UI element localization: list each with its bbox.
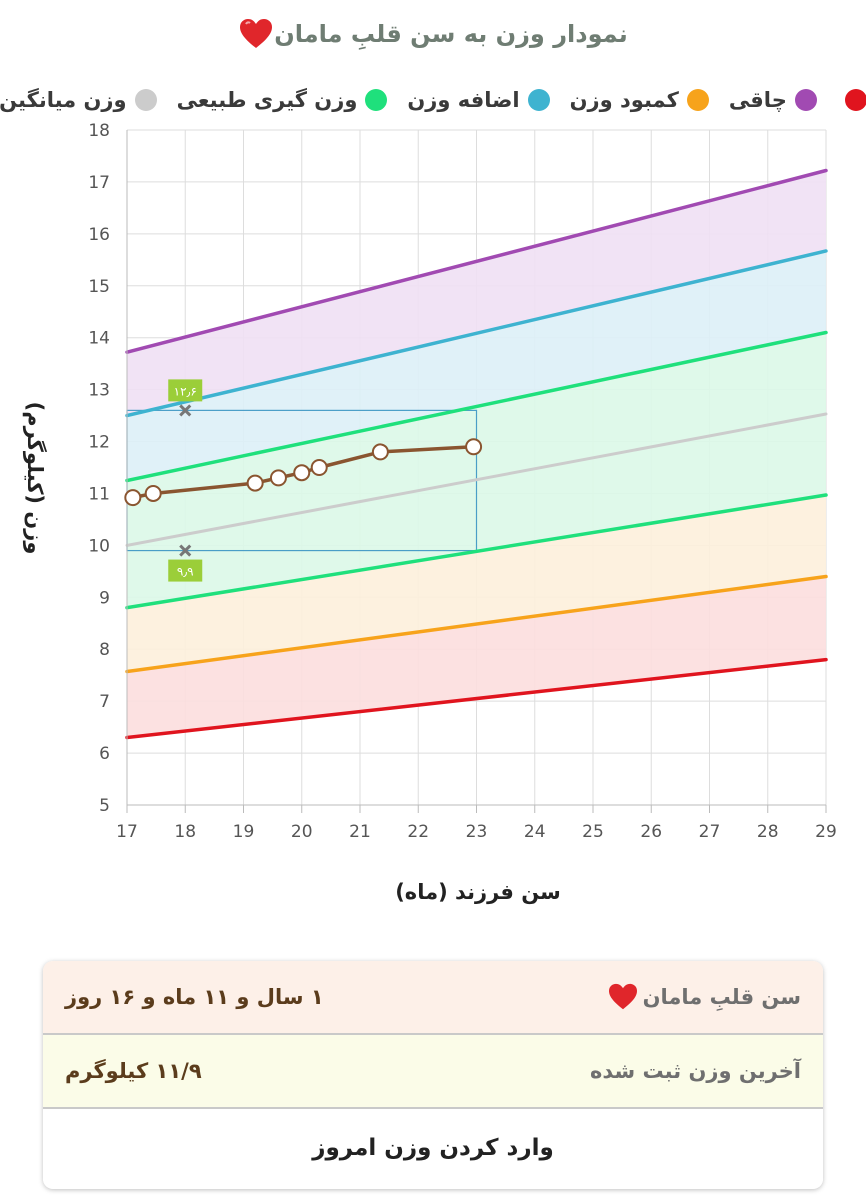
underweight-line — [125, 574, 828, 674]
obese-line — [125, 168, 828, 354]
child-weight-line — [132, 444, 474, 500]
x-marker-icon — [179, 544, 192, 557]
x-tick-label: 18 — [174, 822, 196, 842]
y-axis-title: وزن (کیلوگرم) — [23, 401, 47, 555]
x-tick-label: 24 — [524, 822, 546, 842]
legend-label: اضافه وزن — [407, 88, 520, 112]
last-weight-row: آخرین وزن ثبت شده ۱۱/۹ کیلوگرم — [43, 1035, 823, 1109]
average-line — [125, 412, 828, 547]
x-tick-label: 27 — [699, 822, 721, 842]
child-weight-point — [465, 438, 483, 456]
marker-label: ۱۲٫۶ — [174, 384, 197, 398]
heart-icon — [608, 983, 637, 1010]
x-tick-label: 29 — [815, 822, 837, 842]
x-tick-label: 25 — [582, 822, 604, 842]
age-row: سن قلبِ مامان ۱ سال و ۱۱ ماه و ۱۶ روز — [43, 961, 823, 1035]
y-tick-label: 15 — [88, 277, 110, 297]
y-tick-label: 13 — [88, 381, 110, 401]
age-label: سن قلبِ مامان — [642, 985, 801, 1009]
heart-icon — [240, 19, 273, 48]
band-overweight — [127, 250, 826, 481]
legend-item-underweight[interactable]: کمبود وزن — [570, 88, 709, 112]
blue-dot-icon — [527, 89, 550, 111]
x-tick-label: 28 — [757, 822, 779, 842]
x-tick-label: 23 — [466, 822, 488, 842]
marker-label: ۹٫۹ — [177, 565, 194, 579]
weight-chart: 5 6 7 8 9 10 11 12 13 14 15 16 17 18 17 18 19 20 21 22 23 24 2… — [88, 121, 837, 842]
child-weight-point — [124, 489, 142, 507]
x-tick-label: 19 — [233, 822, 255, 842]
legend-label: وزن گیری طبیعی — [176, 88, 358, 112]
normal-upper-line — [125, 330, 828, 483]
info-card: سن قلبِ مامان ۱ سال و ۱۱ ماه و ۱۶ روز آخ… — [43, 961, 823, 1189]
y-tick-label: 17 — [88, 173, 110, 193]
y-tick-label: 10 — [88, 536, 110, 556]
y-tick-label: 6 — [99, 744, 110, 764]
band-obese — [127, 170, 826, 416]
legend-item-average[interactable]: وزن میانگین — [0, 88, 157, 112]
y-tick-label: 8 — [99, 640, 110, 660]
normal-lower-line — [125, 493, 828, 610]
band-underweight — [127, 495, 826, 672]
y-tick-label: 16 — [88, 225, 110, 245]
y-tick-label: 11 — [88, 484, 110, 504]
red-dot-icon — [844, 89, 866, 111]
legend-label: چاقی — [728, 88, 787, 112]
child-weight-point — [371, 443, 389, 461]
legend-label: کمبود وزن — [569, 88, 679, 112]
chart-legend: چاقی کمبود وزن اضافه وزن وزن گیری طبیعی … — [0, 80, 866, 120]
y-tick-label: 7 — [99, 692, 110, 712]
child-weight-point — [144, 484, 162, 502]
last-weight-value: ۱۱/۹ کیلوگرم — [65, 1059, 202, 1083]
x-tick-label: 20 — [291, 822, 313, 842]
marker-tag — [168, 559, 203, 582]
child-weight-point — [293, 464, 311, 482]
orange-dot-icon — [686, 89, 709, 111]
x-tick-label: 21 — [349, 822, 371, 842]
age-value: ۱ سال و ۱۱ ماه و ۱۶ روز — [65, 985, 324, 1009]
child-weight-point — [246, 474, 264, 492]
x-axis-title: سن فرزند (ماه) — [395, 880, 561, 904]
severe-line — [125, 657, 828, 740]
page-title: نمودار وزن به سن قلبِ مامان — [274, 20, 628, 48]
chart-header: نمودار وزن به سن قلبِ مامان — [0, 14, 866, 54]
green-dot-icon — [365, 89, 388, 111]
last-weight-label: آخرین وزن ثبت شده — [589, 1059, 801, 1083]
legend-item-severe[interactable] — [837, 89, 866, 111]
x-tick-label: 22 — [407, 822, 429, 842]
legend-item-obese[interactable]: چاقی — [729, 88, 817, 112]
enter-weight-label: وارد کردن وزن امروز — [312, 1135, 554, 1161]
x-tick-label: 17 — [116, 822, 138, 842]
child-weight-point — [310, 459, 328, 476]
x-tick-label: 26 — [640, 822, 662, 842]
x-marker-icon — [179, 404, 192, 417]
y-tick-label: 5 — [99, 796, 110, 816]
child-weight-point — [269, 469, 287, 487]
gray-dot-icon — [134, 89, 157, 111]
y-tick-label: 14 — [88, 329, 110, 349]
enter-weight-button[interactable]: وارد کردن وزن امروز — [43, 1109, 823, 1187]
age-label-group: سن قلبِ مامان — [607, 983, 801, 1011]
purple-dot-icon — [794, 89, 817, 111]
legend-item-normal[interactable]: وزن گیری طبیعی — [177, 88, 388, 112]
legend-label: وزن میانگین — [0, 88, 127, 112]
y-tick-label: 18 — [88, 121, 110, 141]
marker-tag — [168, 379, 203, 402]
y-tick-label: 9 — [99, 588, 110, 608]
band-severe — [127, 576, 826, 738]
overweight-line — [125, 249, 828, 418]
y-tick-label: 12 — [88, 433, 110, 453]
legend-item-overweight[interactable]: اضافه وزن — [407, 88, 550, 112]
